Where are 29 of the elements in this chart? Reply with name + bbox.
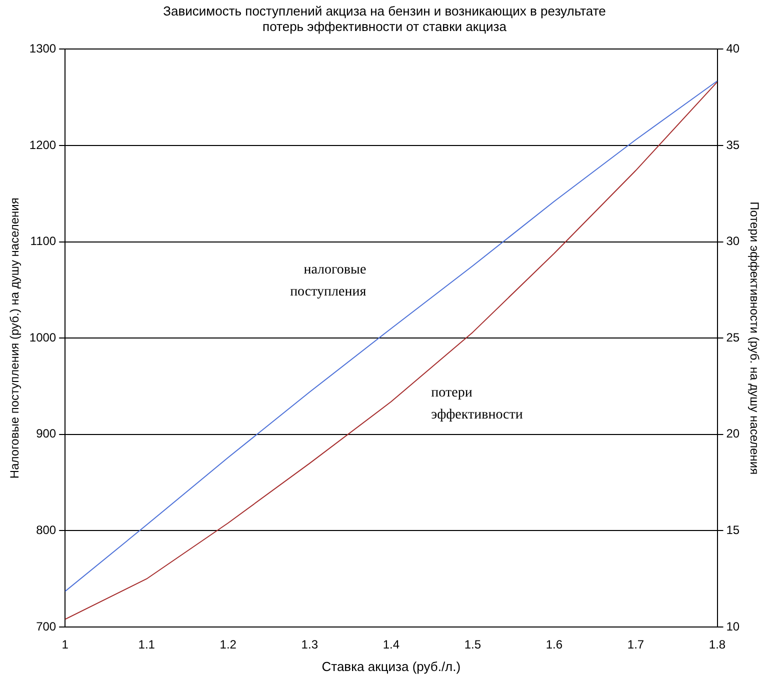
x-tick-label: 1.5 — [464, 638, 482, 652]
x-tick-label: 1 — [62, 638, 69, 652]
y-tick-label: 800 — [36, 523, 56, 538]
x-tick-label: 1.8 — [708, 638, 726, 652]
y2-tick-label: 10 — [726, 619, 740, 634]
x-tick-label: 1.1 — [138, 638, 156, 652]
y-tick-label: 1000 — [29, 330, 56, 344]
x-tick-label: 1.6 — [546, 638, 563, 652]
y2-tick-label: 25 — [726, 330, 740, 344]
y-tick-label: 1300 — [29, 42, 56, 56]
y2-tick-label: 35 — [726, 138, 740, 152]
x-tick-label: 1.7 — [627, 638, 644, 652]
x-tick-label: 1.2 — [220, 638, 237, 652]
series-label: потери эффективности — [431, 386, 524, 423]
y-tick-label: 1100 — [30, 234, 56, 248]
y-axis-title: Налоговые поступления (руб.) на душу населения — [8, 198, 22, 479]
text: налоговые поступления — [290, 262, 367, 300]
y2-axis-title: Потери эффективности (руб. на душу населения — [747, 202, 762, 475]
x-tick-label: 1.4 — [382, 638, 400, 652]
y-tick-label: 900 — [36, 426, 56, 441]
x-axis-title: Ставка акциза (руб./л.) — [322, 658, 461, 674]
x-tick-label: 1.3 — [301, 638, 318, 652]
chart-title: Зависимость поступлений акциза на бензин и возникающих в результате потерь эффективности от ставки акциза — [163, 3, 606, 34]
y2-tick-label: 15 — [726, 523, 740, 538]
y2-tick-label: 30 — [726, 234, 740, 248]
y-tick-label: 700 — [36, 619, 56, 634]
y-tick-label: 1200 — [29, 138, 56, 152]
y2-tick-label: 40 — [726, 42, 740, 56]
y2-tick-label: 20 — [726, 426, 740, 441]
